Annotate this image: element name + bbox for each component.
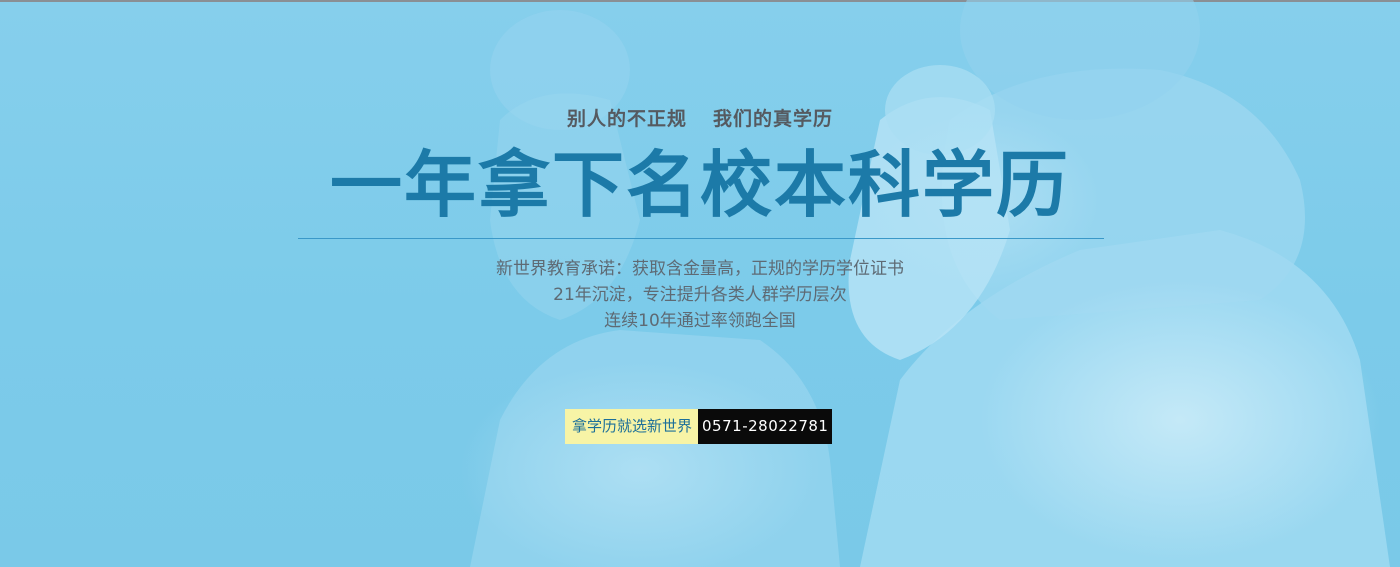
tagline-right: 我们的真学历 bbox=[713, 108, 834, 130]
description-line-1: 新世界教育承诺：获取含金量高，正规的学历学位证书 bbox=[496, 259, 904, 279]
divider-line bbox=[298, 238, 1104, 239]
cta-label[interactable]: 拿学历就选新世界 bbox=[565, 409, 699, 444]
top-border bbox=[0, 0, 1400, 2]
description-line-3: 连续10年通过率领跑全国 bbox=[604, 311, 796, 331]
tagline-left: 别人的不正规 bbox=[566, 108, 687, 130]
cta-group[interactable]: 拿学历就选新世界 0571-28022781 bbox=[565, 409, 833, 444]
tagline: 别人的不正规 我们的真学历 bbox=[0, 104, 1400, 131]
headline: 一年拿下名校本科学历 bbox=[329, 143, 1070, 227]
phone-number[interactable]: 0571-28022781 bbox=[698, 409, 833, 444]
description: 新世界教育承诺：获取含金量高，正规的学历学位证书 21年沉淀，专注提升各类人群学… bbox=[0, 256, 1400, 334]
description-line-2: 21年沉淀，专注提升各类人群学历层次 bbox=[553, 285, 847, 305]
